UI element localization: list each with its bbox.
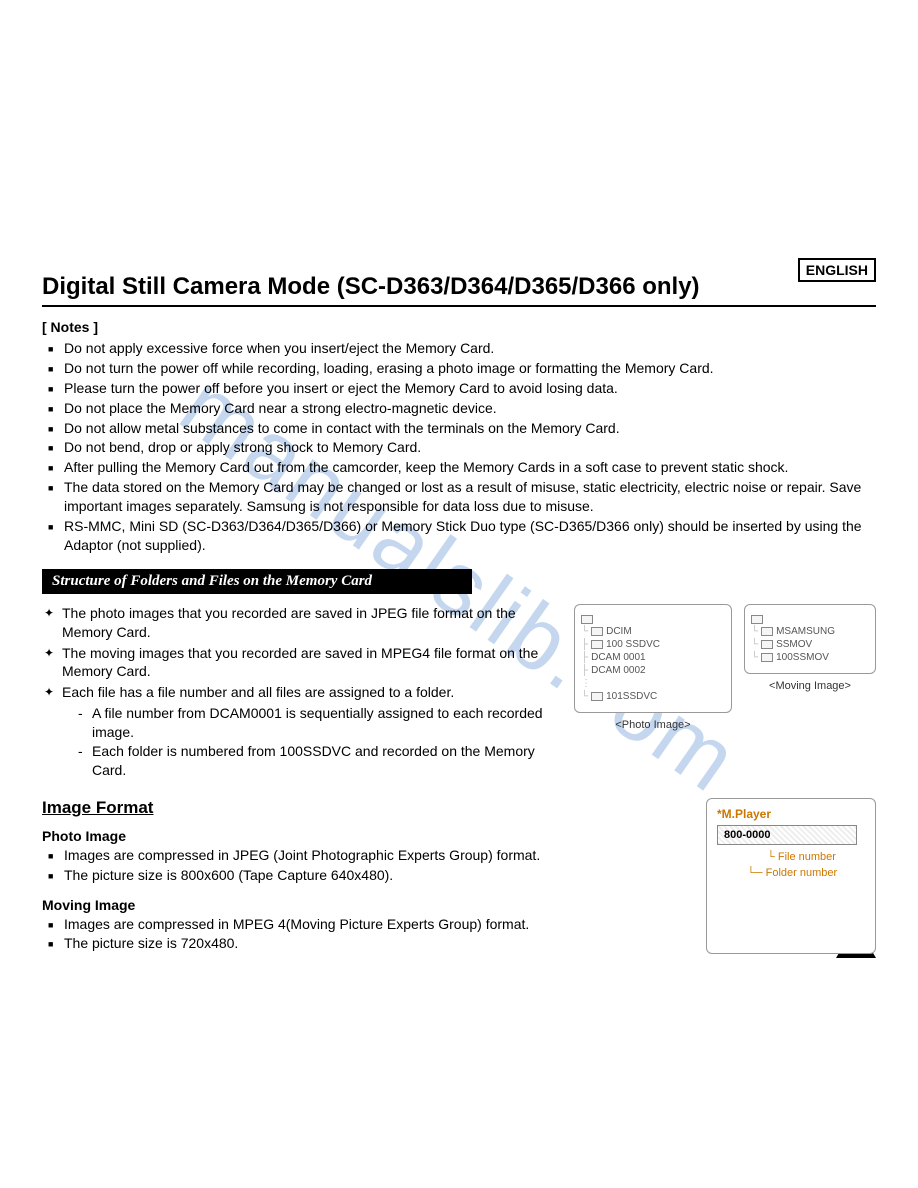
moving-tree-caption: <Moving Image> — [744, 680, 876, 692]
title-rule — [42, 305, 876, 307]
tree-label: DCIM — [606, 626, 632, 637]
note-item: Do not turn the power off while recordin… — [42, 359, 876, 378]
note-item: After pulling the Memory Card out from t… — [42, 458, 876, 477]
note-item: The data stored on the Memory Card may b… — [42, 478, 876, 516]
notes-header: [ Notes ] — [42, 319, 876, 335]
photo-image-item: Images are compressed in JPEG (Joint Pho… — [42, 846, 686, 865]
note-item: Do not allow metal substances to come in… — [42, 419, 876, 438]
structure-bullet: The photo images that you recorded are s… — [42, 604, 562, 642]
structure-text: The photo images that you recorded are s… — [42, 604, 562, 782]
tree-label: DCAM 0001 — [591, 652, 645, 663]
tree-label: 100 SSDVC — [606, 639, 660, 650]
tree-label: 100SSMOV — [776, 652, 829, 663]
mplayer-folder-annot: └─ Folder number — [747, 867, 865, 879]
section-bar: Structure of Folders and Files on the Me… — [42, 569, 472, 594]
photo-tree-wrap: └ DCIM ├ 100 SSDVC ├ DCAM 0001 ├ DCAM 00… — [574, 604, 732, 782]
page-title: Digital Still Camera Mode (SC-D363/D364/… — [42, 273, 876, 301]
moving-image-item: The picture size is 720x480. — [42, 934, 686, 953]
mplayer-box: *M.Player 800-0000 └ File number └─ Fold… — [706, 798, 876, 955]
folder-icon — [591, 692, 603, 701]
image-format-left: Image Format Photo Image Images are comp… — [42, 798, 686, 955]
mplayer-file-annot: └ File number — [767, 851, 865, 863]
structure-sub: A file number from DCAM0001 is sequentia… — [62, 704, 562, 742]
moving-tree-wrap: └ MSAMSUNG └ SSMOV └ 100SSMOV <Moving Im… — [744, 604, 876, 782]
image-format-row: Image Format Photo Image Images are comp… — [42, 798, 876, 955]
notes-list: Do not apply excessive force when you in… — [42, 339, 876, 555]
note-item: Do not bend, drop or apply strong shock … — [42, 438, 876, 457]
tree-label: MSAMSUNG — [776, 626, 835, 637]
photo-image-heading: Photo Image — [42, 828, 686, 844]
mplayer-number: 800-0000 — [717, 825, 857, 845]
photo-image-item: The picture size is 800x600 (Tape Captur… — [42, 866, 686, 885]
structure-bullet: Each file has a file number and all file… — [42, 683, 562, 779]
folder-icon — [591, 627, 603, 636]
folder-icon — [761, 627, 773, 636]
photo-tree-caption: <Photo Image> — [574, 719, 732, 731]
moving-image-heading: Moving Image — [42, 897, 686, 913]
note-item: RS-MMC, Mini SD (SC-D363/D364/D365/D366)… — [42, 517, 876, 555]
tree-label: SSMOV — [776, 639, 812, 650]
note-item: Do not place the Memory Card near a stro… — [42, 399, 876, 418]
structure-sub: Each folder is numbered from 100SSDVC an… — [62, 742, 562, 780]
structure-bullet-text: Each file has a file number and all file… — [62, 684, 454, 700]
folder-icon — [591, 640, 603, 649]
folder-icon — [761, 640, 773, 649]
folder-icon — [751, 615, 763, 624]
photo-tree-diagram: └ DCIM ├ 100 SSDVC ├ DCAM 0001 ├ DCAM 00… — [574, 604, 732, 713]
moving-tree-diagram: └ MSAMSUNG └ SSMOV └ 100SSMOV — [744, 604, 876, 674]
structure-bullet: The moving images that you recorded are … — [42, 644, 562, 682]
structure-row: The photo images that you recorded are s… — [42, 604, 876, 782]
image-format-heading: Image Format — [42, 798, 686, 818]
mplayer-title: *M.Player — [717, 807, 865, 821]
note-item: Do not apply excessive force when you in… — [42, 339, 876, 358]
note-item: Please turn the power off before you ins… — [42, 379, 876, 398]
page-content: ENGLISH Digital Still Camera Mode (SC-D3… — [0, 0, 918, 994]
tree-label: DCAM 0002 — [591, 665, 645, 676]
tree-label: 101SSDVC — [606, 691, 657, 702]
folder-icon — [761, 653, 773, 662]
language-badge: ENGLISH — [798, 258, 876, 282]
moving-image-item: Images are compressed in MPEG 4(Moving P… — [42, 915, 686, 934]
folder-icon — [581, 615, 593, 624]
